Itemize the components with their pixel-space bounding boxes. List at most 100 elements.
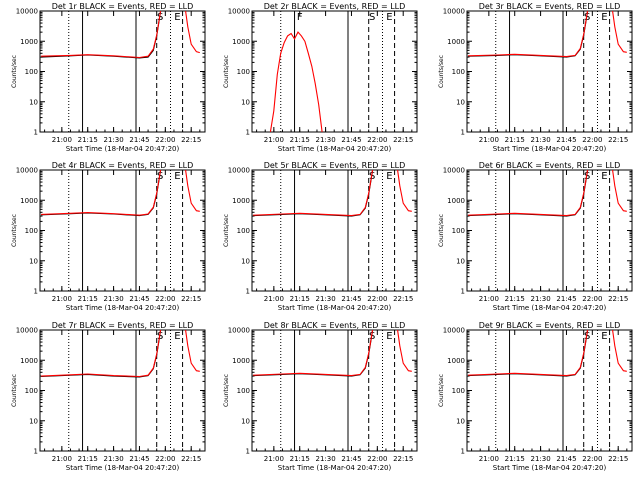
y-tick-label: 10 xyxy=(456,98,465,106)
y-axis-label: Counts/sec xyxy=(223,374,230,407)
x-tick-label: 22:15 xyxy=(181,136,201,144)
plot-frame xyxy=(251,169,418,292)
x-tick-label: 22:00 xyxy=(367,295,387,303)
x-tick-label: 21:30 xyxy=(103,455,123,463)
marker-e: E xyxy=(174,12,180,23)
x-tick-label: 21:15 xyxy=(78,295,98,303)
x-tick-label: 22:15 xyxy=(181,295,201,303)
y-tick-label: 1 xyxy=(34,448,38,456)
y-tick-label: 10000 xyxy=(16,167,38,175)
panel-title: Det 3r BLACK = Events, RED = LLD xyxy=(479,2,621,11)
y-tick-label: 10000 xyxy=(443,8,465,16)
x-tick-label: 22:00 xyxy=(367,455,387,463)
x-tick-label: 22:00 xyxy=(155,295,175,303)
x-tick-label: 21:45 xyxy=(341,295,361,303)
panel-title: Det 9r BLACK = Events, RED = LLD xyxy=(479,321,621,330)
x-tick-label: 22:00 xyxy=(582,136,602,144)
x-tick-label: 21:45 xyxy=(556,136,576,144)
plot-frame xyxy=(39,329,206,452)
y-tick-label: 10 xyxy=(241,257,250,265)
x-axis-label: Start Time (18-Mar-04 20:47:20) xyxy=(493,145,607,153)
panel-title: Det 6r BLACK = Events, RED = LLD xyxy=(479,161,621,170)
panel-title: Det 4r BLACK = Events, RED = LLD xyxy=(52,161,194,170)
x-tick-label: 21:45 xyxy=(129,136,149,144)
y-tick-label: 1000 xyxy=(447,357,465,365)
x-tick-label: 21:30 xyxy=(315,136,335,144)
x-tick-label: 21:45 xyxy=(556,455,576,463)
y-tick-label: 100 xyxy=(25,387,38,395)
y-tick-label: 10000 xyxy=(228,327,250,335)
plot-frame xyxy=(39,169,206,292)
y-tick-label: 10000 xyxy=(443,167,465,175)
panel-det-6r: Det 6r BLACK = Events, RED = LLD 1 10 100 10… xyxy=(438,161,633,312)
series-lld xyxy=(468,170,627,217)
series-lld xyxy=(41,11,200,59)
panel-title: Det 1r BLACK = Events, RED = LLD xyxy=(52,2,194,11)
x-tick-label: 21:30 xyxy=(315,295,335,303)
y-tick-label: 10000 xyxy=(228,8,250,16)
x-tick-label: 21:30 xyxy=(315,455,335,463)
panel-det-4r: Det 4r BLACK = Events, RED = LLD 1 10 100 10… xyxy=(11,161,206,312)
x-axis-label: Start Time (18-Mar-04 20:47:20) xyxy=(278,464,392,472)
y-tick-label: 100 xyxy=(25,68,38,76)
marker-e: E xyxy=(386,12,392,23)
series-lld xyxy=(253,330,412,377)
y-tick-label: 1000 xyxy=(232,197,250,205)
panel-det-9r: Det 9r BLACK = Events, RED = LLD 1 10 100 10… xyxy=(438,321,633,472)
marker-f: F xyxy=(297,12,303,23)
x-tick-label: 22:00 xyxy=(367,136,387,144)
y-tick-label: 1 xyxy=(461,288,465,296)
marker-e: E xyxy=(174,171,180,182)
y-tick-label: 100 xyxy=(237,227,250,235)
y-tick-label: 1000 xyxy=(20,197,38,205)
x-axis-label: Start Time (18-Mar-04 20:47:20) xyxy=(278,145,392,153)
series-lld xyxy=(253,170,412,217)
plot-frame xyxy=(466,10,633,133)
marker-e: E xyxy=(601,12,607,23)
x-tick-label: 22:00 xyxy=(582,455,602,463)
y-tick-label: 10000 xyxy=(16,327,38,335)
x-tick-label: 22:15 xyxy=(393,455,413,463)
plot-frame xyxy=(39,10,206,133)
marker-e: E xyxy=(174,331,180,342)
plot-frame xyxy=(466,169,633,292)
y-tick-label: 1000 xyxy=(232,357,250,365)
x-tick-label: 21:15 xyxy=(290,295,310,303)
y-tick-label: 10 xyxy=(241,98,250,106)
y-tick-label: 100 xyxy=(237,68,250,76)
x-axis-label: Start Time (18-Mar-04 20:47:20) xyxy=(493,304,607,312)
y-tick-label: 10 xyxy=(456,417,465,425)
y-axis-label: Counts/sec xyxy=(11,374,18,407)
panel-det-5r: Det 5r BLACK = Events, RED = LLD 1 10 100 10… xyxy=(223,161,418,312)
marker-e: E xyxy=(601,171,607,182)
y-tick-label: 1000 xyxy=(447,38,465,46)
panel-det-1r: Det 1r BLACK = Events, RED = LLD 1 10 100 10… xyxy=(11,2,206,153)
x-tick-label: 21:00 xyxy=(52,136,72,144)
y-tick-label: 100 xyxy=(452,387,465,395)
x-tick-label: 21:00 xyxy=(264,136,284,144)
y-tick-label: 1000 xyxy=(20,357,38,365)
y-tick-label: 1 xyxy=(461,448,465,456)
x-tick-label: 21:45 xyxy=(341,136,361,144)
y-tick-label: 100 xyxy=(237,387,250,395)
y-tick-label: 10 xyxy=(29,98,38,106)
series-lld xyxy=(41,170,200,216)
x-tick-label: 22:00 xyxy=(155,455,175,463)
x-tick-label: 21:00 xyxy=(479,455,499,463)
y-axis-label: Counts/sec xyxy=(438,374,445,407)
y-axis-label: Counts/sec xyxy=(223,55,230,88)
x-tick-label: 22:15 xyxy=(608,136,628,144)
y-tick-label: 10000 xyxy=(228,167,250,175)
panel-title: Det 8r BLACK = Events, RED = LLD xyxy=(264,321,406,330)
marker-e: E xyxy=(601,331,607,342)
y-tick-label: 1000 xyxy=(20,38,38,46)
x-axis-label: Start Time (18-Mar-04 20:47:20) xyxy=(66,464,180,472)
x-tick-label: 21:00 xyxy=(264,455,284,463)
y-tick-label: 10000 xyxy=(443,327,465,335)
x-tick-label: 22:15 xyxy=(181,455,201,463)
x-tick-label: 21:00 xyxy=(264,295,284,303)
x-tick-label: 21:00 xyxy=(479,295,499,303)
x-axis-label: Start Time (18-Mar-04 20:47:20) xyxy=(66,145,180,153)
x-tick-label: 22:15 xyxy=(608,455,628,463)
